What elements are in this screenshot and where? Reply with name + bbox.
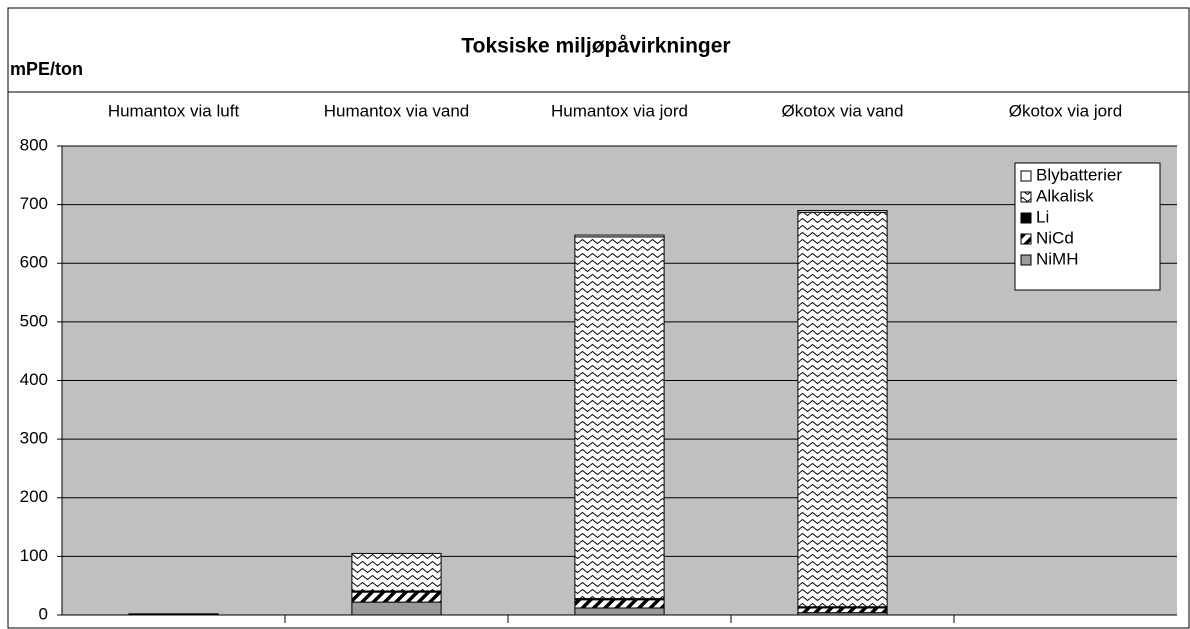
y-tick-label: 500 xyxy=(20,311,48,330)
legend-label: Alkalisk xyxy=(1036,186,1094,205)
y-tick-label: 800 xyxy=(20,135,48,154)
x-tick-label: Humantox via luft xyxy=(108,101,240,120)
y-tick-label: 200 xyxy=(20,487,48,506)
legend-swatch xyxy=(1020,170,1032,182)
legend-label: NiMH xyxy=(1036,249,1079,268)
bar-segment xyxy=(797,607,888,614)
y-tick-label: 0 xyxy=(39,604,48,623)
y-tick-label: 400 xyxy=(20,370,48,389)
bar-segment xyxy=(351,601,442,616)
y-tick-label: 300 xyxy=(20,429,48,448)
bar-segment xyxy=(574,607,665,616)
x-tick-label: Økotox via vand xyxy=(782,101,904,120)
y-tick-label: 600 xyxy=(20,253,48,272)
legend-box xyxy=(1014,162,1161,291)
y-tick-label: 100 xyxy=(20,546,48,565)
y-tick-label: 700 xyxy=(20,194,48,213)
x-tick-label: Humantox via vand xyxy=(324,101,470,120)
legend-label: NiCd xyxy=(1036,228,1074,247)
bar-segment xyxy=(574,599,665,609)
bar-segment xyxy=(797,209,888,213)
legend-swatch xyxy=(1020,191,1032,203)
bar-segment xyxy=(574,236,665,600)
bar-segment xyxy=(351,591,442,603)
bar-segment xyxy=(351,552,442,592)
chart-title: Toksiske miljøpåvirkninger xyxy=(461,35,730,58)
legend-label: Li xyxy=(1036,207,1049,226)
legend-swatch xyxy=(1020,254,1032,266)
bar-segment xyxy=(797,211,888,608)
x-tick-label: Økotox via jord xyxy=(1009,101,1122,120)
bar-segment xyxy=(574,234,665,238)
bar-segment xyxy=(128,613,219,615)
x-tick-label: Humantox via jord xyxy=(551,101,688,120)
legend-swatch xyxy=(1020,233,1032,245)
legend-swatch xyxy=(1020,212,1032,224)
legend-label: Blybatterier xyxy=(1036,165,1122,184)
y-axis-label: mPE/ton xyxy=(10,59,83,79)
